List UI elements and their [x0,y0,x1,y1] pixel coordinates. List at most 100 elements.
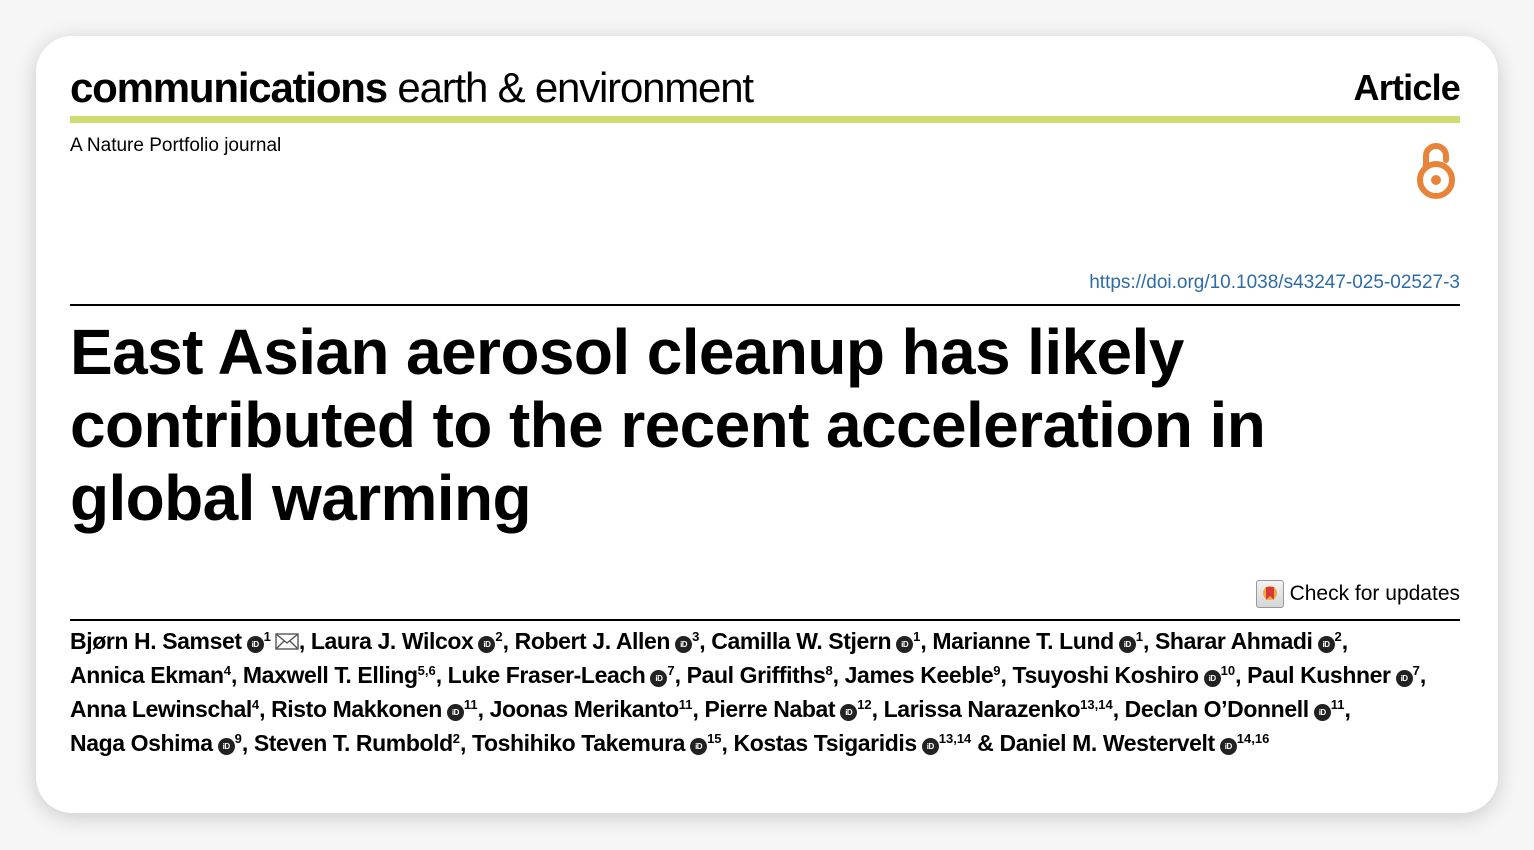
author[interactable]: Luke Fraser-Leach iD7, [448,662,687,688]
author-name: Camilla W. Stjern [711,628,892,654]
author[interactable]: Paul Kushner iD7, [1247,662,1426,688]
author-separator: , [1235,662,1248,688]
author-name: Larissa Narazenko [883,696,1081,722]
open-access-lock-icon [1417,143,1455,199]
author-affiliation: 1 [1135,629,1143,644]
article-header-card: communications earth & environment Artic… [36,36,1498,813]
author-separator: , [230,662,243,688]
orcid-icon[interactable]: iD [1317,636,1335,653]
orcid-icon[interactable]: iD [690,738,708,755]
author-affiliation: 1 [913,629,921,644]
author[interactable]: Bjørn H. Samset iD1, [70,628,311,654]
author[interactable]: Sharar Ahmadi iD2, [1155,628,1348,654]
author[interactable]: Risto Makkonen iD11, [271,696,490,722]
author[interactable]: Toshihiko Takemura iD15, [472,730,734,756]
orcid-icon[interactable]: iD [1203,670,1221,687]
author[interactable]: Daniel M. Westervelt iD14,16 [1000,730,1270,756]
author[interactable]: Anna Lewinschal4, [70,696,271,722]
author-affiliation: 2 [495,629,503,644]
journal-subject: earth & environment [397,64,754,111]
author-separator: & [971,730,1000,756]
author-affiliation: 15 [707,731,722,746]
masthead-divider [70,116,1460,123]
author-separator: , [674,662,687,688]
author-name: Kostas Tsigaridis [733,730,918,756]
orcid-icon[interactable]: iD [217,738,235,755]
author[interactable]: Kostas Tsigaridis iD13,14 & [734,730,1000,756]
check-updates-label: Check for updates [1289,582,1460,605]
orcid-icon[interactable]: iD [1219,738,1237,755]
author-name: Annica Ekman [70,662,224,688]
orcid-icon[interactable]: iD [478,636,496,653]
author[interactable]: Annica Ekman4, [70,662,243,688]
author-name: Paul Kushner [1247,662,1391,688]
author-affiliation: 13,14 [1080,697,1113,712]
author-separator: , [241,730,254,756]
author-separator: , [871,696,884,722]
author-affiliation: 4 [251,697,260,712]
authors-top-rule [70,619,1460,621]
author-name: Risto Makkonen [271,696,442,722]
author[interactable]: Declan O’Donnell iD11, [1125,696,1351,722]
author[interactable]: Marianne T. Lund iD1, [932,628,1155,654]
author-separator: , [460,730,472,756]
orcid-icon[interactable]: iD [921,738,939,755]
author-separator: , [298,628,311,654]
author-name: Maxwell T. Elling [242,662,418,688]
envelope-icon[interactable] [275,633,299,650]
author[interactable]: Pierre Nabat iD12, [704,696,883,722]
author-name: Robert J. Allen [514,628,671,654]
orcid-icon[interactable]: iD [1118,636,1136,653]
orcid-icon[interactable]: iD [840,704,858,721]
author-list: Bjørn H. Samset iD1, Laura J. Wilcox iD2, … [70,624,1460,760]
author-separator: , [1112,696,1125,722]
orcid-icon[interactable]: iD [650,670,668,687]
journal-brand: communications [70,64,388,111]
author-separator: , [477,696,490,722]
check-for-updates-button[interactable]: Check for updates [1255,579,1460,609]
author-affiliation: 10 [1220,663,1236,678]
author[interactable]: James Keeble9, [845,662,1013,688]
orcid-icon[interactable]: iD [1395,670,1413,687]
author[interactable]: Maxwell T. Elling5,6, [243,662,448,688]
journal-masthead[interactable]: communications earth & environment [70,64,754,111]
author-affiliation: 11 [678,697,693,712]
author-separator: , [502,628,515,654]
orcid-icon[interactable]: iD [675,636,693,653]
author-name: Marianne T. Lund [932,628,1114,654]
author-name: Sharar Ahmadi [1154,628,1313,654]
doi-link[interactable]: https://doi.org/10.1038/s43247-025-02527… [1089,272,1460,293]
author[interactable]: Naga Oshima iD9, [70,730,254,756]
author-name: Declan O’Donnell [1124,696,1309,722]
author-affiliation: 2 [452,731,461,746]
author[interactable]: Larissa Narazenko13,14, [884,696,1125,722]
author-separator: , [435,662,448,688]
orcid-icon[interactable]: iD [446,704,464,721]
article-type-label: Article [1353,67,1461,108]
author-affiliation: 1 [263,629,271,644]
author[interactable]: Steven T. Rumbold2, [254,730,472,756]
author[interactable]: Paul Griffiths8, [687,662,845,688]
author-affiliation: 4 [223,663,231,678]
author-separator: , [1419,662,1426,688]
check-updates-icon [1255,580,1284,608]
orcid-icon[interactable]: iD [246,636,264,653]
author-separator: , [1000,662,1013,688]
author[interactable]: Joonas Merikanto11, [490,696,705,722]
author-name: Bjørn H. Samset [70,628,242,654]
author-affiliation: 13,14 [938,731,972,746]
title-top-rule [70,304,1460,306]
author-name: Paul Griffiths [686,662,826,688]
author[interactable]: Tsuyoshi Koshiro iD10, [1013,662,1248,688]
author-affiliation: 14,16 [1236,731,1270,746]
author-affiliation: 7 [667,663,675,678]
author[interactable]: Robert J. Allen iD3, [515,628,712,654]
author[interactable]: Laura J. Wilcox iD2, [311,628,515,654]
orcid-icon[interactable]: iD [1313,704,1331,721]
orcid-icon[interactable]: iD [896,636,914,653]
author-affiliation: 3 [692,629,700,644]
article-title: East Asian aerosol cleanup has likely co… [70,316,1266,534]
author-affiliation: 12 [857,697,872,712]
author[interactable]: Camilla W. Stjern iD1, [711,628,932,654]
author-name: Anna Lewinschal [70,696,252,722]
